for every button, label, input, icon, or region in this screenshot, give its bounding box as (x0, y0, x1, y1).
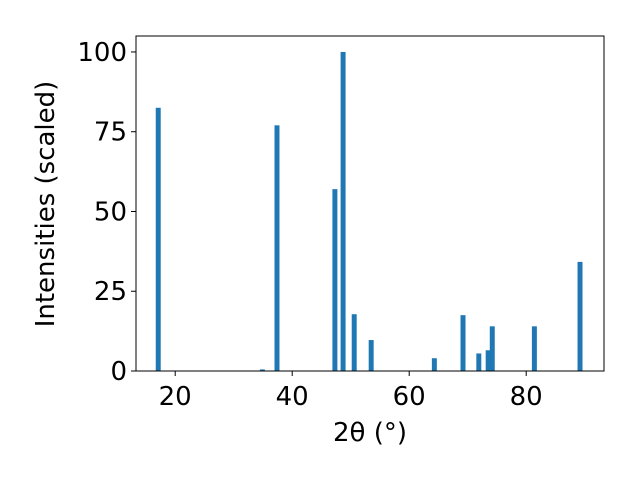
x-tick-label: 80 (510, 382, 543, 412)
bar (489, 326, 495, 371)
y-tick-label: 100 (77, 38, 127, 68)
bar (332, 189, 338, 371)
bar (351, 314, 357, 371)
bar (340, 51, 346, 371)
plot-frame (135, 35, 605, 372)
x-axis-label: 2θ (°) (333, 418, 407, 448)
x-tick-label: 20 (159, 382, 192, 412)
y-tick-label: 0 (110, 357, 127, 387)
bar (460, 315, 466, 371)
bar (431, 358, 437, 371)
y-tick-label: 25 (94, 277, 127, 307)
y-axis-label: Intensities (scaled) (31, 81, 61, 328)
bar (577, 261, 583, 371)
bar (259, 369, 265, 371)
bar (274, 125, 280, 371)
x-tick-label: 60 (393, 382, 426, 412)
bar (476, 353, 482, 371)
x-tick-label: 40 (276, 382, 309, 412)
y-tick-label: 75 (94, 118, 127, 148)
y-tick-label: 50 (94, 197, 127, 227)
bar (485, 350, 491, 371)
bar (155, 107, 161, 372)
bar (368, 340, 374, 371)
bar (531, 326, 537, 371)
